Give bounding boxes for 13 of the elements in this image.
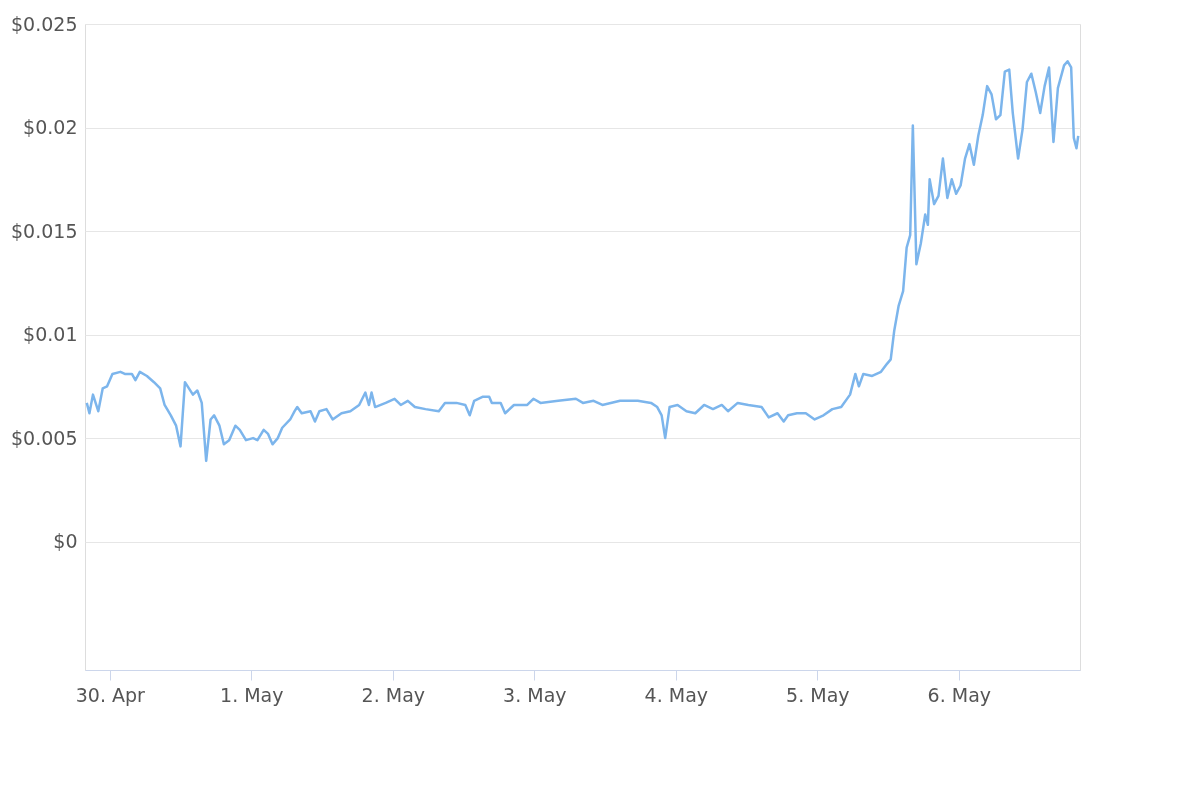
y-tick-label: $0.005 <box>11 426 78 449</box>
y-tick-label: $0.025 <box>11 12 78 35</box>
x-tick-label: 4. May <box>644 683 709 706</box>
y-tick-label: $0 <box>53 530 78 553</box>
x-tick-label: 30. Apr <box>75 683 146 706</box>
y-tick-label: $0.01 <box>23 323 78 346</box>
x-tick-label: 5. May <box>786 683 850 706</box>
x-tick-label: 6. May <box>927 683 992 706</box>
x-tick-label: 3. May <box>503 683 567 706</box>
x-tick-label: 1. May <box>220 683 284 706</box>
y-tick-label: $0.02 <box>23 116 78 139</box>
x-tick-label: 2. May <box>361 683 426 706</box>
y-tick-label: $0.015 <box>11 219 78 242</box>
